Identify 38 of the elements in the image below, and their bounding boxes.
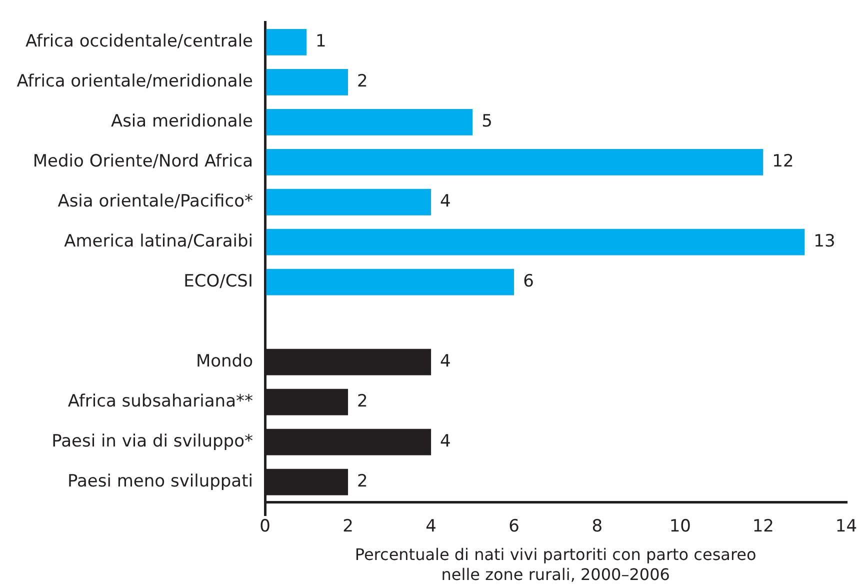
data-label: 2 [357,72,368,92]
data-label: 4 [440,351,451,372]
bar [266,108,473,136]
data-label: 5 [482,112,492,132]
y-tick-label: ECO/CSI [184,272,253,292]
x-tick-label: 14 [835,516,858,537]
y-tick-label: Paesi in via di sviluppo* [52,431,253,452]
data-label: 13 [814,232,836,252]
y-tick-label: Africa subsahariana** [68,391,253,412]
data-label: 1 [316,32,326,52]
bar [266,228,805,256]
x-tick-label: 0 [260,516,270,537]
x-axis-title: Percentuale di nati vivi partoriti con parto cesareo nelle zone rurali, 2000–2006 [354,545,756,584]
bar [266,28,307,56]
y-tick-label: Africa occidentale/centrale [25,32,253,52]
data-label: 2 [357,471,368,492]
x-tick-label: 6 [508,516,520,537]
y-tick-label: Paesi meno sviluppati [68,471,253,492]
x-tick-label: 8 [592,516,603,537]
data-label: 4 [440,192,451,212]
y-tick-label: Asia meridionale [110,112,253,132]
y-tick-label: Medio Oriente/Nord Africa [32,152,253,172]
y-tick-label: Asia orientale/Pacifico* [58,192,253,212]
x-tick-label: 4 [426,516,436,537]
bar [266,268,514,296]
bar [266,148,764,176]
data-label: 4 [440,431,451,452]
y-tick-label: Mondo [196,351,253,372]
x-tick-label: 12 [752,516,774,537]
data-label: 2 [357,391,368,412]
bar [266,68,348,96]
y-tick-label: Africa orientale/meridionale [16,72,253,92]
x-tick-label: 2 [342,516,354,537]
data-label: 6 [523,272,534,292]
data-label: 12 [772,152,794,172]
x-tick-label: 10 [669,516,691,537]
y-tick-label: America latina/Caraibi [64,232,253,252]
bar [266,188,432,216]
